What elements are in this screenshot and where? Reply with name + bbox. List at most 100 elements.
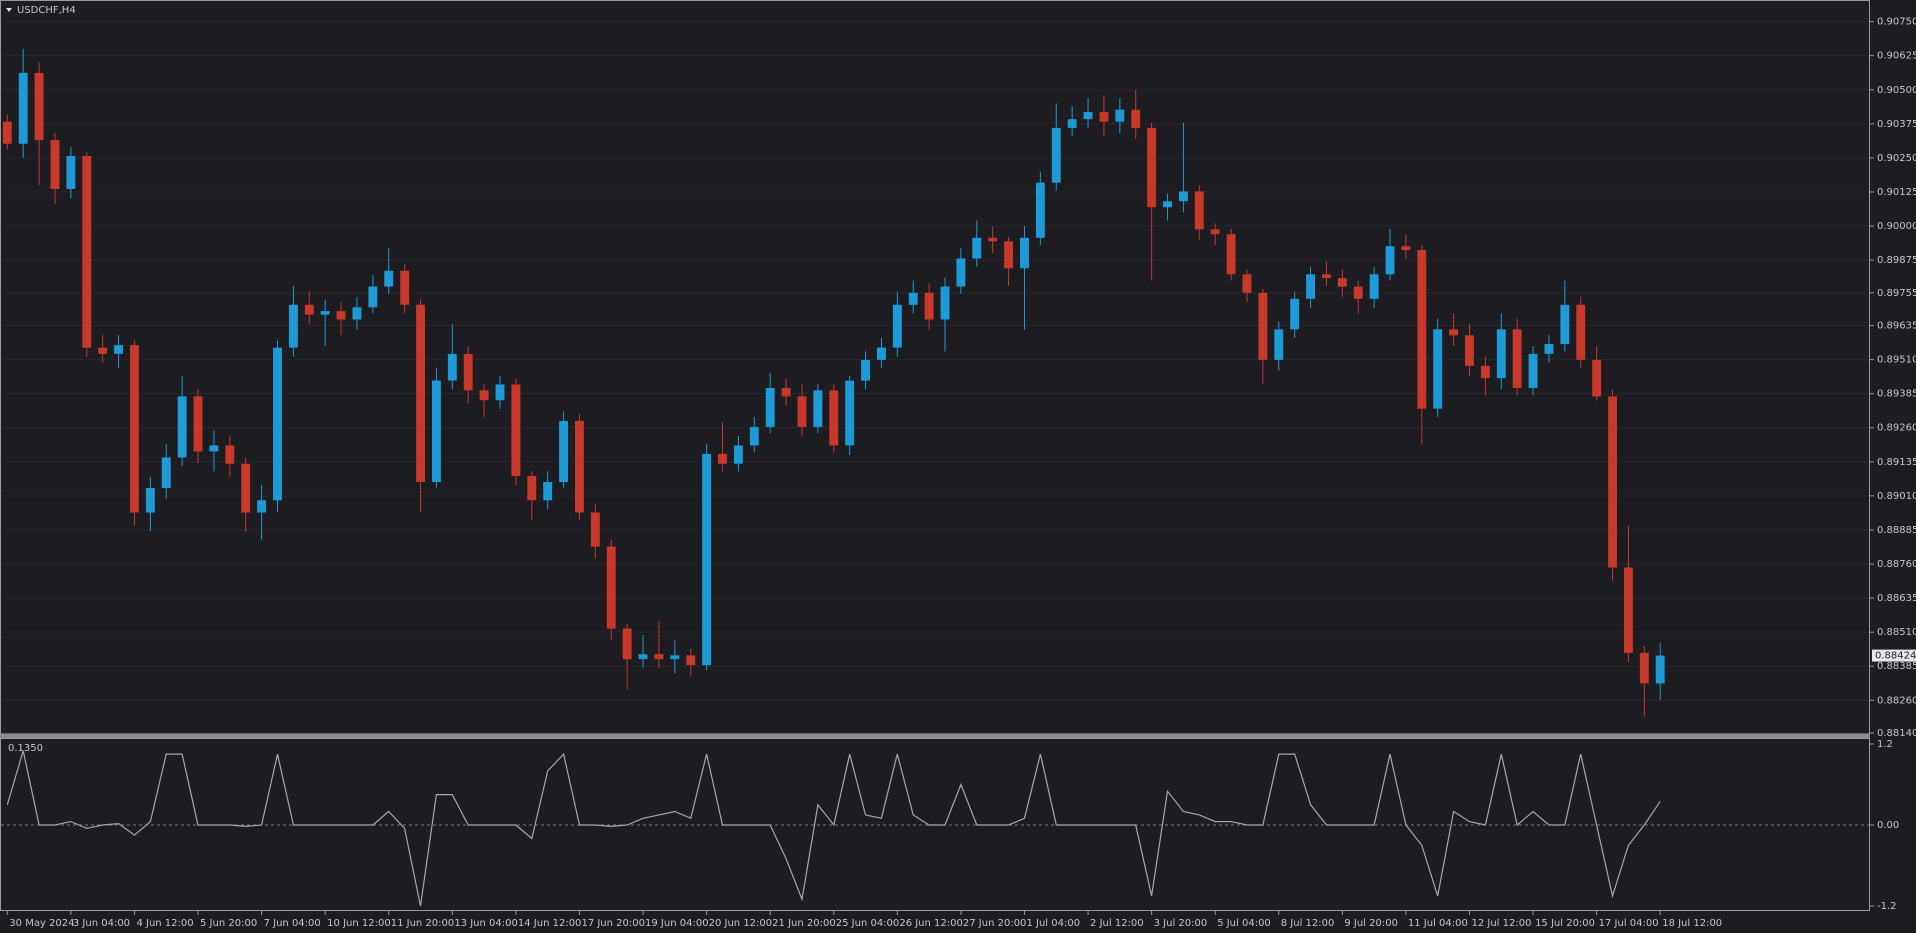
candle-body [1274, 329, 1284, 360]
x-tick-label: 30 May 2024 [9, 918, 74, 929]
y-tick-label: 0.89635 [1877, 321, 1916, 332]
y-tick-label: 0.88385 [1877, 661, 1916, 672]
candle-body [177, 396, 187, 458]
y-tick-label: 0.88885 [1877, 525, 1916, 536]
candle-body [1035, 182, 1045, 238]
candle-body [908, 292, 918, 305]
last-price-label: 0.88424 [1875, 651, 1916, 662]
y-tick-label: 0.88635 [1877, 593, 1916, 604]
y-tick-label: 0.89260 [1877, 423, 1916, 434]
candle-body [463, 353, 473, 391]
y-tick-label: 1.2 [1877, 739, 1893, 750]
candle-body [288, 304, 298, 348]
candle-body [686, 655, 696, 666]
candle-body [733, 445, 743, 464]
candle-body [1020, 237, 1029, 269]
candle-body [320, 311, 330, 315]
candle-body [1449, 329, 1459, 336]
indicator-line [6, 750, 1661, 907]
candle-body [861, 359, 870, 381]
candle-body [1337, 278, 1347, 287]
y-tick-label: 0.88260 [1877, 695, 1916, 706]
x-tick-label: 8 Jul 12:00 [1281, 918, 1335, 929]
x-tick-label: 13 Jun 04:00 [454, 918, 518, 929]
y-tick-label: 0.89510 [1877, 355, 1916, 366]
x-tick-label: 14 Jun 12:00 [518, 918, 582, 929]
candle-body [1131, 109, 1141, 128]
candle-body [50, 140, 60, 189]
x-tick-label: 3 Jul 20:00 [1154, 918, 1208, 929]
symbol-menu-icon[interactable] [6, 8, 12, 12]
candle-body [479, 390, 489, 401]
candle-body [66, 155, 76, 189]
candle-body [209, 445, 219, 452]
candle-body [1369, 274, 1379, 299]
candle-body [18, 72, 28, 144]
y-tick-label: 0.88140 [1877, 728, 1916, 739]
candle-body [1592, 359, 1602, 397]
candle-body [1639, 652, 1649, 684]
candle-body [161, 457, 171, 488]
x-tick-label: 19 Jun 04:00 [645, 918, 709, 929]
candle-body [590, 512, 600, 547]
y-tick-label: 0.90375 [1877, 119, 1916, 130]
candle-body [765, 387, 775, 427]
candle-body [876, 347, 886, 360]
candle-body [82, 155, 92, 348]
x-tick-label: 2 Jul 12:00 [1090, 918, 1144, 929]
candle-body [1512, 329, 1522, 388]
candle-body [336, 311, 346, 320]
candle-body [225, 445, 235, 464]
y-tick-label: 0.90750 [1877, 17, 1916, 28]
candle-body [1322, 274, 1331, 279]
x-tick-label: 11 Jun 20:00 [391, 918, 455, 929]
candle-body [1353, 286, 1363, 299]
candle-body [718, 453, 727, 464]
y-tick-label: 0.90250 [1877, 153, 1916, 164]
candle-body [400, 270, 410, 305]
candle-body [1194, 191, 1204, 230]
y-tick-label: 0.89755 [1877, 288, 1916, 299]
candle-body [940, 286, 950, 320]
x-tick-label: 18 Jul 12:00 [1662, 918, 1722, 929]
candle-body [1528, 353, 1538, 388]
y-tick-label: 0.90625 [1877, 51, 1916, 62]
candle-body [1083, 112, 1093, 120]
candle-body [797, 396, 807, 427]
x-tick-label: 5 Jun 20:00 [200, 918, 257, 929]
y-tick-label: 0.89385 [1877, 389, 1916, 400]
x-tick-label: 7 Jun 04:00 [264, 918, 321, 929]
x-tick-label: 17 Jun 20:00 [581, 918, 645, 929]
y-tick-label: 0.90000 [1877, 221, 1916, 232]
candle-body [1496, 329, 1506, 379]
x-tick-label: 21 Jun 20:00 [772, 918, 836, 929]
y-tick-label: 0.89875 [1877, 255, 1916, 266]
candle-body [1258, 292, 1268, 360]
candle-body [1051, 127, 1061, 183]
candle-body [1417, 250, 1427, 409]
candle-body [543, 481, 553, 501]
y-tick-label: -1.2 [1877, 901, 1897, 912]
candle-body [447, 353, 457, 381]
candle-body [1385, 246, 1395, 275]
x-tick-label: 12 Jul 12:00 [1471, 918, 1531, 929]
candle-body [2, 121, 12, 144]
x-tick-label: 25 Jun 04:00 [836, 918, 900, 929]
x-tick-label: 11 Jul 04:00 [1408, 918, 1468, 929]
candle-body [622, 628, 632, 660]
candle-body [1115, 109, 1125, 122]
candle-body [145, 487, 155, 513]
candle-body [431, 380, 441, 482]
candle-body [1576, 304, 1586, 360]
candle-body [1210, 229, 1220, 235]
candle-body [1623, 567, 1633, 653]
candle-body [511, 384, 521, 476]
candle-body [495, 384, 505, 401]
candle-body [416, 304, 425, 482]
x-tick-label: 10 Jun 12:00 [327, 918, 391, 929]
y-tick-label: 0.88760 [1877, 559, 1916, 570]
candle-body [575, 420, 584, 513]
y-tick-label: 0.00 [1877, 820, 1899, 831]
y-tick-label: 0.89010 [1877, 491, 1916, 502]
